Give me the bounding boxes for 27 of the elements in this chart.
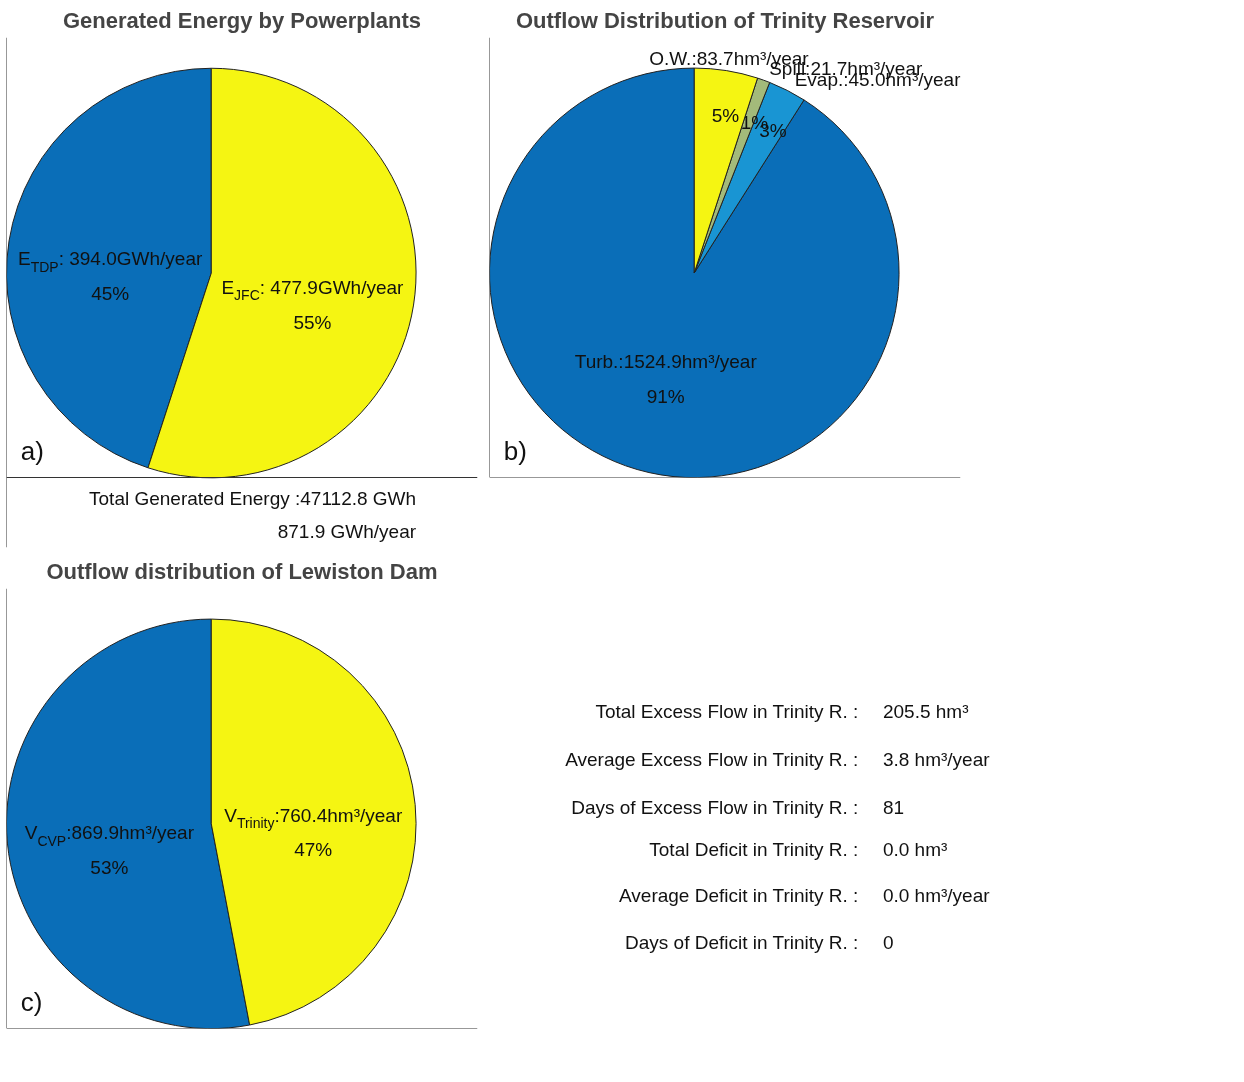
chart-title: Outflow distribution of Lewiston Dam — [46, 558, 438, 584]
data-label: 53% — [90, 856, 129, 878]
text: 205.5 hm³ — [882, 700, 969, 722]
text: Total Generated Energy :47112.8 GWh — [89, 487, 417, 509]
chart-title: Outflow Distribution of Trinity Reservoir — [515, 7, 935, 33]
text: 0 — [882, 931, 894, 953]
text: c) — [20, 986, 43, 1017]
text: 0.0 hm³ — [882, 839, 948, 861]
text: 3.8 hm³/year — [882, 748, 991, 770]
slice-label: Turb.:1524.9hm³/year — [574, 350, 758, 372]
data-label: 47% — [294, 839, 333, 861]
text: Days of Excess Flow in Trinity R. : — [571, 796, 859, 818]
text: b) — [503, 435, 527, 466]
text: 81 — [882, 796, 905, 818]
text: Total Excess Flow in Trinity R. : — [595, 700, 859, 722]
text: Average Excess Flow in Trinity R. : — [565, 748, 859, 770]
data-label: 5% — [711, 104, 740, 126]
text: Average Deficit in Trinity R. : — [619, 885, 859, 907]
text: 871.9 GWh/year — [277, 520, 417, 542]
chart-title: Generated Energy by Powerplants — [62, 7, 422, 33]
data-label: 45% — [91, 282, 130, 304]
text: Total Deficit in Trinity R. : — [649, 839, 859, 861]
text: a) — [20, 436, 44, 467]
data-label: 55% — [293, 311, 332, 333]
text: Days of Deficit in Trinity R. : — [625, 931, 859, 953]
text: 0.0 hm³/year — [882, 885, 991, 907]
data-label: 91% — [646, 385, 685, 407]
